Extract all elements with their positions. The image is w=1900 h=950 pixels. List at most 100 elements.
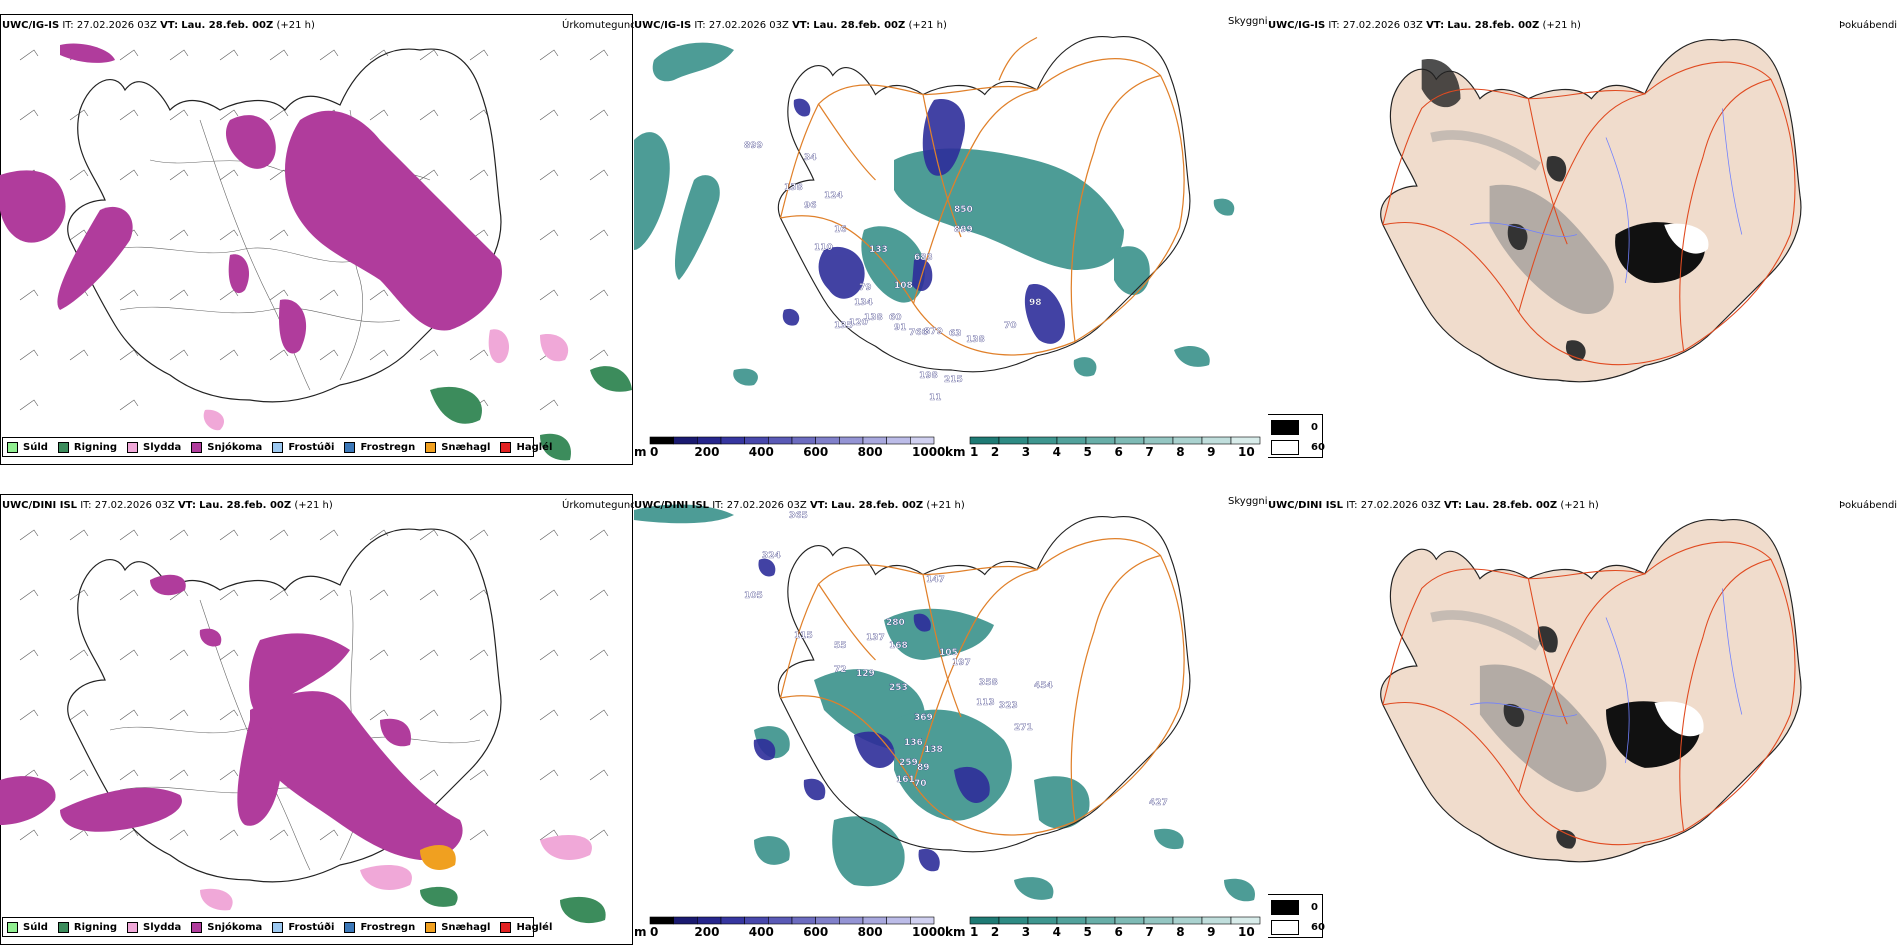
colorbar-tick-label: 1000: [912, 925, 946, 939]
precip-map-row1: [0, 14, 633, 465]
cloud-base-value: 683: [914, 253, 933, 263]
lead-time: (+21 h): [926, 500, 965, 511]
cloud-base-value: 11: [929, 393, 942, 403]
model-name: UWC/IG-IS: [2, 20, 60, 31]
it-value: 27.02.2026 03Z: [1360, 500, 1441, 511]
cloud-base-value: 91: [894, 323, 907, 333]
cloud-base-value: 55: [834, 641, 847, 651]
colorbar-tick-label: 6: [1114, 925, 1123, 939]
colorbar-segment: [886, 436, 911, 445]
vt-value: Lau. 28.feb. 00Z: [1447, 20, 1540, 31]
colorbar-segment: [969, 436, 1000, 445]
colorbar-segment: [673, 436, 698, 445]
cloud-base-value: 766: [909, 328, 928, 338]
fog-legend-swatch: [1271, 420, 1299, 435]
vt-value: Lau. 28.feb. 00Z: [813, 20, 906, 31]
precip-legend-item: Haglél: [500, 441, 552, 453]
cloud-base-value: 96: [804, 201, 817, 211]
visibility-colorbar: [969, 916, 1261, 925]
legend-label: Súld: [23, 921, 48, 933]
precip-legend-item: Snjókoma: [191, 921, 262, 933]
colorbar-tick-label: 400: [748, 445, 774, 459]
panel-header-row1-fog: UWC/IG-IS IT: 27.02.2026 03Z VT: Lau. 28…: [1268, 20, 1581, 31]
colorbar-segment: [839, 916, 864, 925]
cloud-base-value: 98: [1029, 298, 1042, 308]
colorbar-tick-label: 10: [1238, 445, 1255, 459]
it-label: IT:: [694, 20, 706, 31]
legend-swatch: [500, 441, 512, 453]
sky-panel-row2: 1000365324105147115552801371687212925310…: [634, 480, 1268, 950]
fog-label-row2: Þokuábendi: [1839, 500, 1898, 511]
lead-time: (+21 h): [1542, 20, 1581, 31]
cloud-base-value: 324: [762, 551, 781, 561]
cloud-base-value: 70: [1004, 321, 1017, 331]
cloud-base-value: 115: [794, 631, 813, 641]
cloud-base-value: 138: [966, 335, 985, 345]
model-name: UWC/IG-IS: [1268, 20, 1326, 31]
legend-swatch: [425, 921, 437, 933]
legend-label: Frostúði: [288, 921, 335, 933]
colorbar-segment: [697, 436, 722, 445]
legend-swatch: [57, 921, 69, 933]
colorbar-segment: [998, 436, 1029, 445]
colorbar-segment: [697, 916, 722, 925]
colorbar-tick-label: 0: [650, 925, 659, 939]
cloud-base-value: 120: [849, 318, 868, 328]
colorbar-tick-label: 1: [970, 925, 979, 939]
vt-label: VT:: [809, 500, 828, 511]
cloud-base-labels-row2: 1000365324105147115552801371687212925310…: [744, 511, 1168, 808]
legend-swatch: [127, 441, 139, 453]
colorbar-tick-label: 2: [990, 925, 1000, 939]
legend-label: Snjókoma: [207, 441, 263, 453]
it-label: IT:: [62, 20, 74, 31]
cloud-base-value: 137: [866, 633, 885, 643]
cloud-base-value: 323: [999, 701, 1018, 711]
it-label: IT:: [712, 500, 724, 511]
colorbar-segment: [791, 436, 816, 445]
legend-label: Rigning: [73, 921, 118, 933]
colorbar-tick-label: 200: [694, 445, 720, 459]
fog-legend-label: 60: [1311, 442, 1325, 453]
legend-swatch: [191, 441, 203, 453]
precip-type-label: Úrkomutegund: [562, 20, 634, 31]
precip-legend-item: Snjókoma: [191, 441, 263, 453]
vt-label: VT:: [177, 500, 196, 511]
visibility-colorbar: [969, 436, 1261, 445]
cloud-base-value: 161: [896, 775, 915, 785]
legend-label: Súld: [23, 441, 48, 453]
colorbar-segment: [1172, 916, 1203, 925]
colorbar-segment: [886, 916, 911, 925]
colorbar-segment: [673, 916, 698, 925]
sky-label-row2: Skyggni: [1228, 496, 1268, 507]
legend-swatch: [7, 921, 18, 933]
colorbar-segment: [1085, 916, 1116, 925]
cloud-base-value: 134: [854, 298, 873, 308]
cloud-base-value: 215: [944, 375, 963, 385]
legend-swatch: [191, 921, 203, 933]
colorbar-segment: [720, 436, 745, 445]
legend-label: Frostúði: [288, 441, 335, 453]
fog-legend-label: 0: [1311, 422, 1318, 433]
colorbar-segment: [1230, 916, 1261, 925]
legend-swatch: [425, 441, 437, 453]
it-value: 27.02.2026 03Z: [94, 500, 175, 511]
colorbar-segment: [1143, 436, 1174, 445]
vt-value: Lau. 28.feb. 00Z: [199, 500, 292, 511]
fog-label-row1: Þokuábendi: [1839, 20, 1898, 31]
cloud-base-value: 79: [859, 283, 872, 293]
colorbar-segment: [1230, 436, 1261, 445]
colorbar-tick-label: 1: [970, 445, 979, 459]
precip-type-panel-row2: UWC/DINI ISL IT: 27.02.2026 03Z VT: Lau.…: [0, 480, 634, 950]
cloud-base-unit: m: [634, 445, 647, 459]
fog-legend-swatch: [1271, 920, 1299, 935]
colorbar-tick-label: 1000: [912, 445, 946, 459]
precip-legend-item: Slydda: [127, 441, 181, 453]
fog-legend-swatch: [1271, 440, 1299, 455]
sky-map-row2: 1000365324105147115552801371687212925310…: [634, 504, 1255, 902]
colorbar-tick-label: 5: [1083, 445, 1092, 459]
colorbar-tick-label: 400: [748, 925, 774, 939]
colorbar-tick-label: 0: [650, 445, 659, 459]
vt-label: VT:: [160, 20, 179, 31]
cloud-base-value: 850: [954, 205, 973, 215]
it-label: IT:: [80, 500, 92, 511]
